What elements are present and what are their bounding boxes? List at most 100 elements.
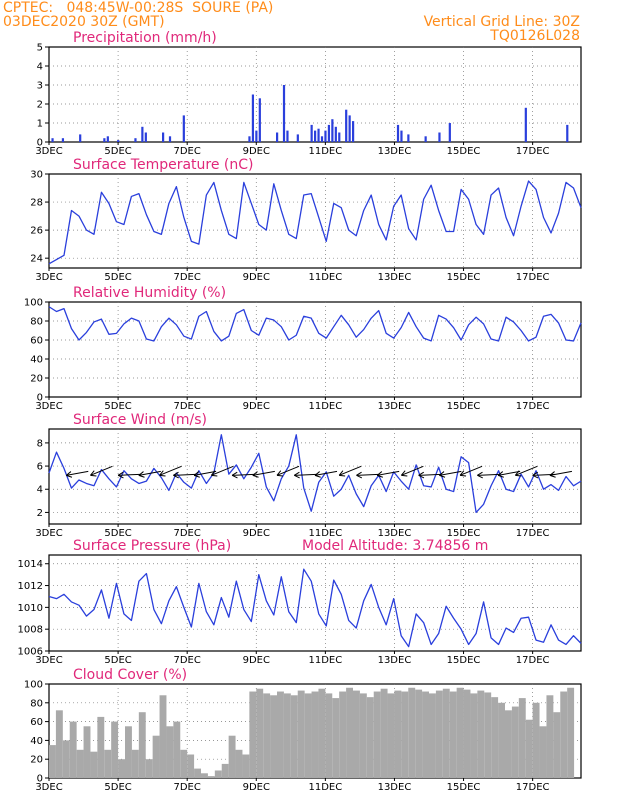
panel-title: Surface Temperature (nC): [73, 157, 254, 173]
precip-bar: [352, 121, 355, 142]
x-tick-label: 15DEC: [447, 272, 481, 283]
x-tick-label: 7DEC: [173, 146, 200, 157]
wind-vector: [66, 470, 89, 476]
cloud-bar: [456, 687, 464, 778]
x-tick-label: 5DEC: [104, 655, 131, 666]
y-tick-label: 100: [24, 298, 43, 309]
y-tick-label: 26: [30, 226, 43, 237]
x-tick-label: 15DEC: [447, 655, 481, 666]
panel-frame: [48, 46, 582, 143]
cloud-bar: [166, 726, 174, 778]
x-tick-label: 5DEC: [104, 528, 131, 539]
x-tick-label: 5DEC: [104, 782, 131, 793]
x-tick-label: 7DEC: [173, 528, 200, 539]
x-tick-label: 11DEC: [308, 528, 342, 539]
precip-bar: [400, 130, 403, 142]
cloud-bar: [339, 691, 347, 778]
cloud-bar: [104, 749, 112, 778]
x-tick-label: 17DEC: [516, 272, 550, 283]
cloud-bar: [138, 712, 146, 778]
y-tick-label: 20: [30, 374, 43, 385]
wind-vector: [356, 473, 379, 476]
wind-vector: [118, 473, 141, 476]
precip-bar: [182, 115, 185, 142]
x-tick-label: 11DEC: [308, 655, 342, 666]
panel-title: Surface Wind (m/s): [73, 412, 207, 428]
cloud-bar: [380, 688, 388, 778]
cloud-bar: [532, 702, 540, 778]
precip-bar: [407, 134, 410, 142]
x-tick-label: 11DEC: [308, 782, 342, 793]
cloud-bar: [83, 726, 91, 778]
cloud-bar: [359, 693, 367, 778]
wind-vector: [138, 470, 161, 476]
cloud-bar: [477, 690, 485, 778]
x-tick-label: 13DEC: [378, 528, 412, 539]
panel-frame: [48, 173, 582, 269]
x-tick-label: 15DEC: [447, 146, 481, 157]
cloud-bar: [159, 695, 167, 778]
x-tick-label: 17DEC: [516, 655, 550, 666]
cloud-bar: [435, 690, 443, 778]
wind-arrowhead: [514, 470, 522, 477]
cloud-bar: [318, 688, 326, 778]
precip-bar: [141, 126, 144, 142]
wind-arrowhead: [532, 471, 539, 479]
cloud-bar: [55, 710, 63, 778]
precip-bar: [327, 124, 331, 142]
cloud-bar: [256, 688, 264, 778]
x-tick-label: 3DEC: [35, 528, 62, 539]
precip-bar: [61, 138, 65, 142]
wind-vector: [338, 465, 362, 476]
precip-bar: [251, 94, 255, 142]
header-model-code: TQ0126L028: [490, 28, 580, 44]
panel-frame: [48, 301, 582, 398]
cloud-bar: [422, 691, 429, 778]
y-tick-label: 40: [30, 736, 43, 747]
wind-vector: [276, 465, 300, 476]
cloud-bar: [449, 691, 457, 778]
wind-vector: [515, 465, 538, 476]
cloud-bar: [332, 698, 340, 778]
precip-bar: [134, 138, 137, 142]
y-tick-label: 4: [37, 62, 43, 73]
wind-arrowhead: [477, 471, 483, 479]
header-grid-note: Vertical Grid Line: 30Z: [423, 14, 580, 30]
y-tick-label: 5: [37, 43, 43, 54]
x-tick-label: 11DEC: [308, 272, 342, 283]
precip-bar: [317, 128, 320, 142]
cloud-bar: [76, 749, 84, 778]
cloud-bar: [214, 770, 222, 778]
cloud-bar: [401, 691, 409, 778]
panel-title: Precipitation (mm/h): [73, 30, 217, 46]
y-tick-label: 28: [30, 198, 43, 209]
x-tick-label: 17DEC: [516, 782, 550, 793]
precip-bar: [79, 134, 82, 142]
cloud-bar: [201, 773, 208, 778]
cloud-bar: [498, 702, 505, 778]
wind-vector: [377, 470, 400, 476]
cloud-bar: [194, 768, 201, 778]
cloud-bar: [173, 721, 181, 778]
cloud-bar: [539, 726, 547, 778]
wind-vector: [173, 473, 196, 476]
x-tick-label: 17DEC: [516, 401, 550, 412]
precip-bar: [438, 132, 441, 142]
cloud-bar: [505, 710, 512, 778]
x-tick-label: 9DEC: [243, 782, 270, 793]
x-tick-label: 7DEC: [173, 401, 200, 412]
precip-bar: [396, 124, 400, 142]
x-tick-label: 5DEC: [104, 146, 131, 157]
y-tick-label: 8: [37, 438, 43, 449]
wind-arrowhead: [193, 471, 200, 478]
series-line: [48, 434, 582, 514]
x-tick-label: 11DEC: [308, 401, 342, 412]
x-tick-label: 9DEC: [243, 146, 270, 157]
wind-arrowhead: [314, 471, 321, 478]
wind-arrowhead: [338, 470, 346, 477]
x-tick-label: 15DEC: [447, 528, 481, 539]
precip-bar: [286, 130, 289, 142]
cloud-bar: [152, 735, 160, 778]
cloud-bar: [97, 716, 105, 778]
